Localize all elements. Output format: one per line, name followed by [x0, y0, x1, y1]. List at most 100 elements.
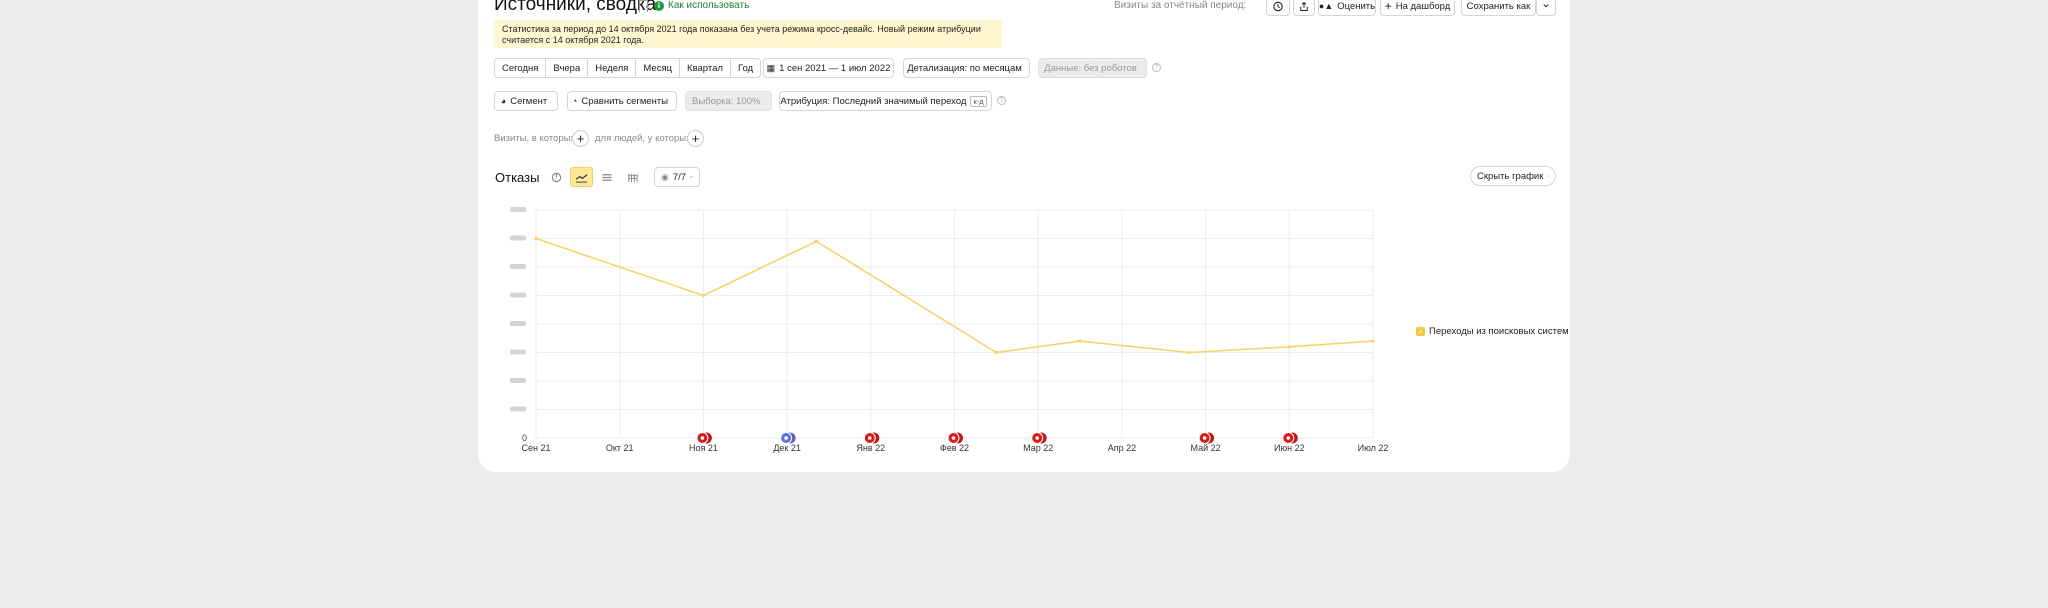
info-icon: i [654, 0, 664, 11]
date-range-button[interactable]: ▦ 1 сен 2021 — 1 июл 2022 [763, 58, 894, 78]
period-selector: Сегодня Вчера Неделя Месяц Квартал Год [494, 58, 762, 78]
people-condition-label: для людей, у которых [595, 133, 691, 144]
series-counter: 7/7 [672, 171, 687, 183]
export-button[interactable] [1293, 0, 1315, 16]
plus-icon: + [691, 131, 700, 146]
attribution-label: Атрибуция: Последний значимый переход [780, 95, 967, 107]
history-button[interactable] [1266, 0, 1290, 16]
notice-line-1: Статистика за период до 14 октября 2021 … [502, 24, 981, 34]
plus-icon: + [576, 131, 585, 146]
series-icon: ◉ [661, 171, 669, 182]
period-yesterday[interactable]: Вчера [546, 59, 589, 77]
legend-series-label: Переходы из поисковых систем [1429, 326, 1569, 337]
annotation-marker-dot [1035, 436, 1039, 440]
help-icon[interactable]: ? [997, 96, 1006, 105]
segment-dropdown[interactable]: ◕ Сегмент [494, 91, 558, 111]
period-month[interactable]: Месяц [636, 59, 681, 77]
chevron-down-icon [690, 176, 693, 178]
period-quarter[interactable]: Квартал [680, 59, 731, 77]
calendar-icon: ▦ [766, 62, 776, 73]
period-week[interactable]: Неделя [588, 59, 637, 77]
x-tick-label: Сен 21 [522, 443, 551, 453]
x-tick-label: Янв 22 [856, 443, 885, 453]
blurred-tick-label [510, 406, 526, 412]
x-tick-label: Окт 21 [606, 443, 634, 453]
chart-legend[interactable]: ✓ Переходы из поисковых систем [1416, 326, 1569, 337]
data-point [534, 236, 538, 241]
x-tick-label: Май 22 [1191, 443, 1221, 453]
visits-period-label: Визиты за отчётный период: [1114, 0, 1247, 11]
blurred-tick-label [510, 378, 526, 383]
hide-chart-label: Скрыть график [1477, 170, 1544, 182]
blurred-tick-label [510, 321, 526, 326]
compare-segments-label: Сравнить сегменты [581, 95, 669, 107]
sample-label: Выборка: 100% [692, 95, 761, 107]
detail-dropdown[interactable]: Детализация: по месяцам [903, 58, 1030, 78]
page-title: Источники, сводка [494, 0, 657, 15]
segment-label: Сегмент [510, 95, 548, 107]
save-as-button-label: Сохранить как [1466, 0, 1531, 12]
help-icon[interactable]: ? [1152, 63, 1161, 72]
rate-button-label: Оценить [1337, 0, 1376, 12]
dashboard-button-label: На дашборд [1395, 0, 1451, 12]
chart-type-bar-button[interactable] [621, 167, 643, 187]
rate-button[interactable]: ●▲ Оценить [1318, 0, 1376, 16]
data-point [994, 350, 998, 355]
chevron-down-icon [764, 100, 765, 102]
annotation-marker-dot [784, 436, 788, 440]
blurred-tick-label [510, 292, 526, 298]
compare-segments-dropdown[interactable]: ◔ Сравнить сегменты [567, 91, 677, 111]
stacked-chart-icon [602, 173, 612, 181]
data-point [1371, 339, 1375, 343]
save-as-button[interactable]: Сохранить как [1461, 0, 1536, 16]
x-tick-label: Апр 22 [1108, 443, 1136, 453]
clock-icon [1273, 1, 1283, 11]
add-visit-condition-button[interactable]: + [572, 130, 589, 147]
chevron-down-icon [1543, 4, 1549, 8]
chart-type-pie-button[interactable] [545, 167, 567, 187]
checkbox-icon[interactable]: ✓ [1416, 327, 1425, 336]
report-card [478, 0, 1570, 472]
attribution-dropdown[interactable]: Атрибуция: Последний значимый переход к-… [779, 91, 992, 111]
period-year[interactable]: Год [730, 59, 761, 77]
x-tick-label: Дек 21 [773, 443, 801, 453]
blurred-tick-label [510, 235, 526, 241]
y-tick-label: 0 [522, 433, 527, 443]
dashboard-button[interactable]: + На дашборд [1380, 0, 1455, 16]
period-today[interactable]: Сегодня [495, 59, 547, 77]
pie-icon: ◕ [500, 96, 507, 106]
detail-label: Детализация: по месяцам [907, 62, 1022, 74]
series-selector-button[interactable]: ◉ 7/7 [654, 167, 700, 187]
notice-line-2: считается с 14 октября 2021 года. [502, 35, 644, 45]
people-icon: ●▲ [1318, 1, 1334, 11]
annotation-marker-dot [700, 436, 705, 440]
cross-device-badge: к-д [970, 95, 987, 107]
line-chart-icon [575, 173, 588, 183]
add-people-condition-button[interactable]: + [687, 130, 704, 147]
annotation-marker-dot [1286, 436, 1291, 440]
visits-condition-label: Визиты, в которых [494, 133, 576, 144]
cross-device-notice: Статистика за период до 14 октября 2021 … [494, 20, 1002, 48]
x-tick-label: Мар 22 [1023, 443, 1053, 453]
help-link-label: Как использовать [668, 0, 750, 11]
share-icon [1300, 1, 1308, 11]
bookmark-icon[interactable] [639, 0, 648, 12]
series-line [535, 237, 1374, 354]
annotation-marker-dot [951, 436, 956, 440]
blurred-tick-label [510, 264, 526, 269]
annotation-marker-dot [868, 436, 872, 440]
help-link[interactable]: i Как использовать [654, 0, 749, 11]
x-tick-label: Июн 22 [1274, 443, 1305, 453]
blurred-tick-label [510, 207, 526, 212]
hide-chart-button[interactable]: Скрыть график [1470, 166, 1556, 186]
pie-chart-icon [551, 172, 561, 182]
robots-filter-dropdown[interactable]: Данные: без роботов [1038, 58, 1147, 78]
save-menu-button[interactable] [1536, 0, 1556, 16]
chevron-up-icon [1547, 175, 1549, 177]
chart-type-line-button[interactable] [570, 167, 593, 187]
chart-type-area-button[interactable] [596, 167, 618, 187]
sample-dropdown[interactable]: Выборка: 100% [685, 91, 772, 111]
date-range-label: 1 сен 2021 — 1 июл 2022 [779, 62, 891, 74]
annotation-marker-dot [1202, 436, 1207, 440]
